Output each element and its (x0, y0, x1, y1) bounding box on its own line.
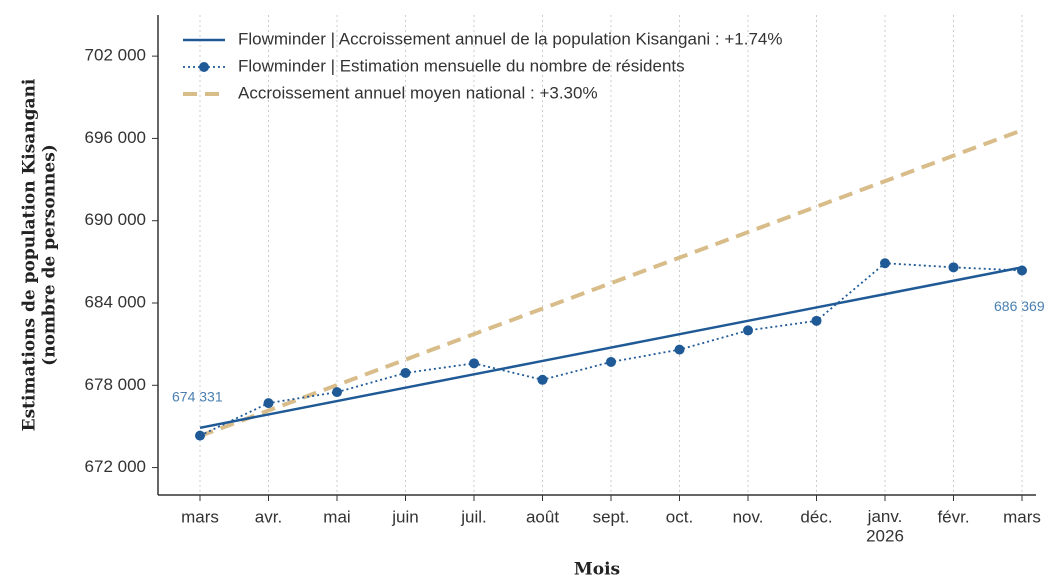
marker (743, 325, 753, 336)
legend-marker (199, 62, 209, 72)
line (199, 262, 1023, 437)
marker (880, 258, 890, 269)
line (199, 128, 1023, 438)
x-tick-label: août (526, 507, 559, 526)
data-label: 686 369 (994, 298, 1045, 314)
x-tick-label: mars (1003, 507, 1041, 526)
legend-label: Accroissement annuel moyen national : +3… (238, 83, 598, 102)
x-tick-label: nov. (733, 507, 764, 526)
y-tick-label: 678 000 (85, 375, 146, 394)
y-tick-label: 696 000 (85, 128, 146, 147)
x-tick-label: juil. (460, 507, 487, 526)
x-tick-label: mai (323, 507, 350, 526)
line (199, 266, 1023, 430)
marker (400, 367, 411, 378)
x-tick-label: oct. (666, 507, 693, 526)
marker (948, 262, 959, 273)
data-label: 674 331 (172, 388, 223, 404)
marker (674, 344, 685, 355)
marker (811, 315, 822, 326)
marker (537, 374, 548, 385)
x-tick-label: juin (391, 507, 418, 526)
marker (195, 430, 205, 441)
y-tick-label: 684 000 (85, 292, 146, 311)
y-tick-label: 690 000 (85, 210, 146, 229)
marker (332, 387, 342, 398)
marker (606, 356, 616, 367)
x-tick-label: déc. (800, 507, 832, 526)
x-tick-label: janv. 2026 (866, 507, 904, 546)
x-tick-label: févr. (937, 507, 969, 526)
legend-label: Flowminder | Estimation mensuelle du nom… (238, 56, 685, 75)
legend-label: Flowminder | Accroissement annuel de la … (238, 29, 783, 48)
y-tick-label: 702 000 (85, 46, 146, 65)
x-tick-label: mars (181, 507, 219, 526)
x-tick-label: sept. (593, 507, 630, 526)
marker (1017, 265, 1027, 276)
x-tick-label: avr. (255, 507, 282, 526)
y-axis-label: (nombre de personnes) (40, 144, 60, 366)
x-axis-label: Mois (574, 560, 620, 580)
marker (263, 398, 274, 409)
marker (469, 358, 479, 369)
y-tick-label: 672 000 (85, 457, 146, 476)
y-axis-label: Estimations de population Kisangani (20, 78, 40, 431)
